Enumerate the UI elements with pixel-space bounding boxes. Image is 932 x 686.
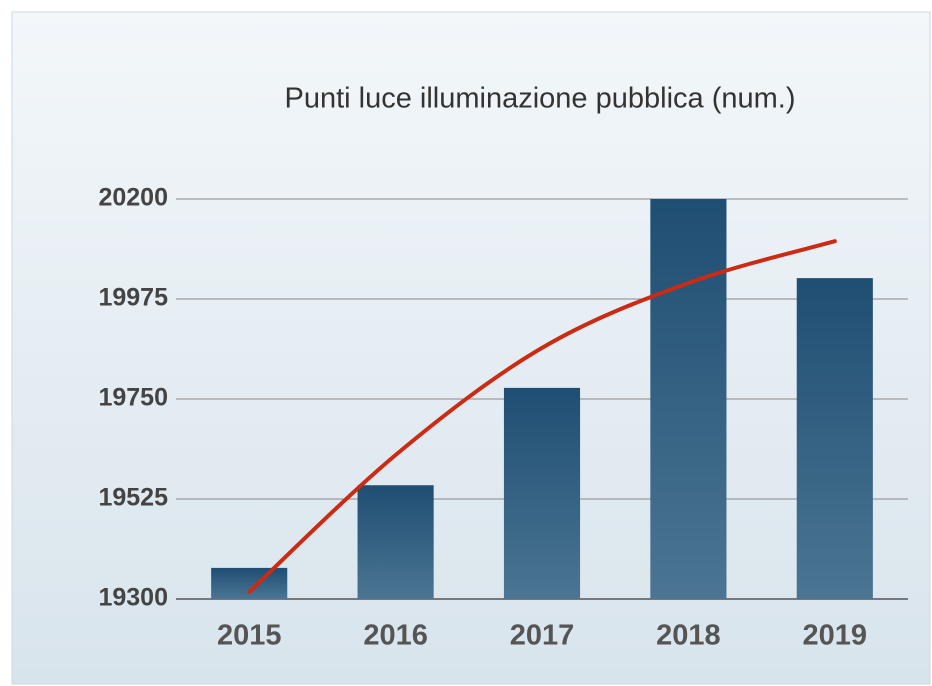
bar bbox=[357, 485, 434, 599]
x-tick-label: 2018 bbox=[656, 620, 721, 652]
y-tick-label: 19750 bbox=[98, 384, 168, 412]
x-tick-label: 2017 bbox=[510, 620, 575, 652]
x-tick-label: 2019 bbox=[803, 620, 868, 652]
y-tick-label: 19525 bbox=[98, 484, 168, 512]
bar bbox=[650, 199, 727, 599]
chart-title: Punti luce illuminazione pubblica (num.) bbox=[285, 83, 796, 115]
bar bbox=[796, 278, 873, 599]
bar bbox=[211, 567, 288, 599]
trendline bbox=[247, 239, 837, 594]
x-tick-label: 2016 bbox=[363, 620, 428, 652]
chart-background bbox=[11, 11, 931, 685]
y-tick-label: 20200 bbox=[98, 184, 168, 212]
y-tick-label: 19975 bbox=[98, 284, 168, 312]
x-tick-label: 2015 bbox=[217, 620, 282, 652]
bar bbox=[503, 387, 581, 599]
y-tick-label: 19300 bbox=[98, 584, 168, 612]
